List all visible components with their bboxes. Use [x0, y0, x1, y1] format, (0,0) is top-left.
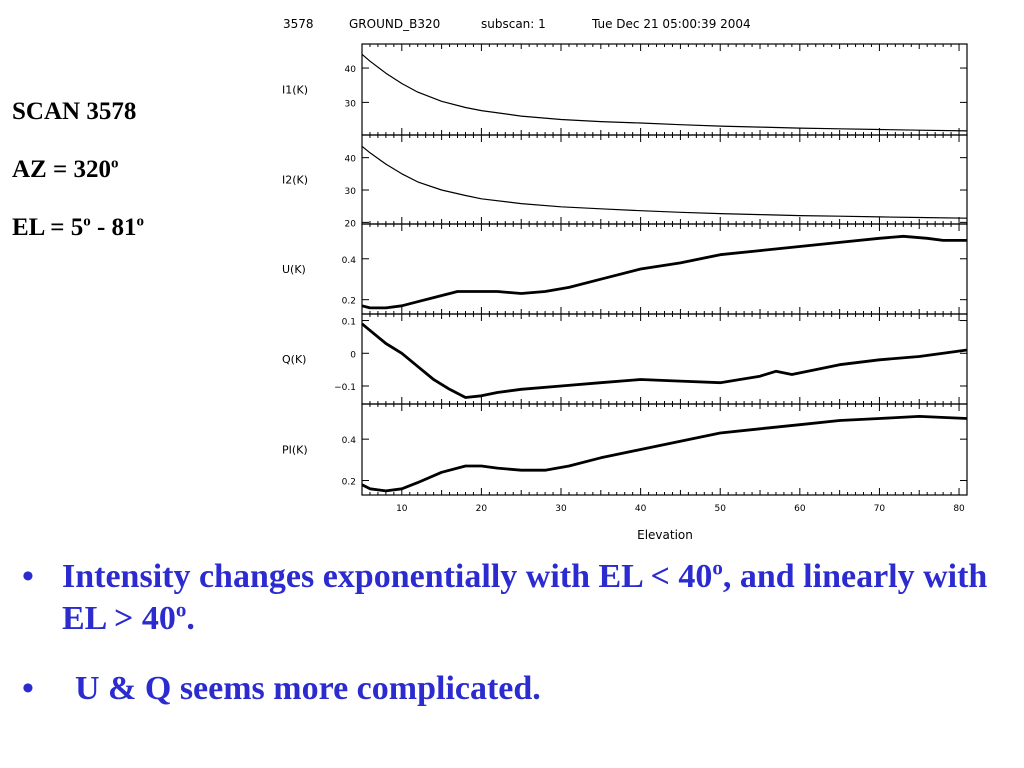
y-tick-label: 0.4 — [342, 436, 357, 446]
plot-panels: 30 40 I1(K) 20 30 40 I2(K) 0.2 0.4 U(K) −0.1 0 0.1 Q(… — [282, 43, 968, 514]
y-axis-label: PI(K) — [282, 444, 308, 457]
series-line — [361, 53, 968, 132]
y-axis-label: I1(K) — [282, 84, 308, 97]
header-source: GROUND_B320 — [349, 17, 440, 31]
bullet-intensity: • Intensity changes exponentially with EL… — [22, 555, 988, 637]
scan-info: SCAN 3578 AZ = 320o EL = 5o - 81o — [12, 94, 144, 268]
y-tick-label: 0.2 — [342, 297, 356, 307]
x-tick-label: 70 — [874, 504, 886, 514]
y-tick-label: 0.4 — [342, 256, 357, 266]
x-tick-label: 80 — [953, 504, 965, 514]
y-tick-label: −0.1 — [334, 383, 356, 393]
y-axis-label: Q(K) — [282, 353, 306, 366]
series-line — [361, 414, 968, 493]
y-tick-label: 0.2 — [342, 478, 356, 488]
bullet-uq: • U & Q seems more complicated. — [22, 670, 541, 707]
elevation-scan-chart: 3578 GROUND_B320 subscan: 1 Tue Dec 21 0… — [282, 17, 968, 542]
x-tick-label: 40 — [635, 504, 647, 514]
header-scan-number: 3578 — [283, 17, 314, 31]
panel-frame — [361, 134, 968, 225]
y-tick-label: 30 — [345, 99, 357, 109]
header-subscan: subscan: 1 — [481, 17, 546, 31]
x-tick-label: 50 — [714, 504, 726, 514]
y-tick-label: 20 — [345, 219, 357, 229]
azimuth: AZ = 320o — [12, 155, 119, 183]
series-line — [361, 322, 968, 399]
x-tick-label: 20 — [476, 504, 488, 514]
header-datetime: Tue Dec 21 05:00:39 2004 — [591, 17, 751, 31]
bullet-list: • Intensity changes exponentially with EL… — [22, 556, 1017, 738]
x-tick-label: 30 — [555, 504, 567, 514]
y-tick-label: 40 — [345, 65, 357, 75]
series-line — [361, 145, 968, 219]
elevation-range: EL = 5o - 81o — [12, 213, 145, 241]
x-axis-label: Elevation — [637, 528, 693, 542]
scan-number: SCAN 3578 — [12, 98, 137, 125]
x-tick-label: 10 — [396, 504, 408, 514]
x-tick-label: 60 — [794, 504, 806, 514]
y-axis-label: I2(K) — [282, 174, 308, 187]
series-line — [361, 234, 967, 310]
y-tick-label: 0 — [350, 350, 356, 360]
y-axis-label: U(K) — [282, 263, 306, 276]
y-tick-label: 0.1 — [342, 318, 356, 328]
y-tick-label: 30 — [345, 187, 357, 197]
y-tick-label: 40 — [345, 155, 357, 165]
panel-frame — [361, 43, 968, 136]
